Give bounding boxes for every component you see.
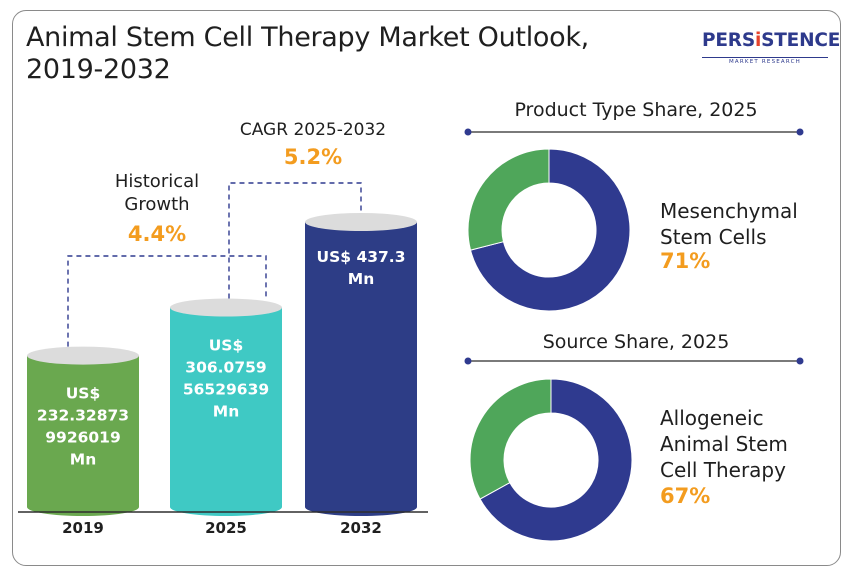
logo-wordmark: PERSiSTENCE — [702, 30, 841, 51]
bar-body-2019 — [27, 355, 139, 516]
product-type-highlight-value: 71% — [660, 249, 711, 273]
bar-body-2025 — [170, 307, 282, 516]
logo-tagline: MARKET RESEARCH — [728, 59, 802, 65]
historical-growth-label: Historical Growth — [96, 170, 218, 216]
bar-value-label-2019: US$ — [66, 385, 101, 403]
product-type-divider-dot-left — [464, 128, 472, 136]
x-tick-label-2025: 2025 — [205, 519, 247, 537]
cagr-connector — [228, 182, 362, 299]
bar-value-label-2025: 56529639 — [183, 381, 269, 399]
historical-growth-value: 4.4% — [127, 222, 187, 246]
logo-divider — [702, 57, 828, 58]
bar-chart: US$ 232.32873 9926019 Mn 2019 US$ 306.0759 5652… — [18, 213, 428, 537]
bar-value-label-2032: US$ 437.3 — [317, 248, 406, 266]
source-label-line3: Cell Therapy — [660, 458, 786, 482]
bar-value-label-2025: US$ — [209, 337, 244, 355]
source-share-title: Source Share, 2025 — [542, 331, 730, 353]
cagr-value: 5.2% — [283, 145, 343, 169]
x-tick-label-2032: 2032 — [340, 519, 382, 537]
source-highlight-label: Allogeneic Animal Stem Cell Therapy — [660, 405, 830, 483]
growth-connectors — [67, 182, 362, 347]
source-label-line2: Animal Stem — [660, 432, 788, 456]
cagr-label: CAGR 2025-2032 — [239, 120, 387, 140]
source-slice-major — [479, 378, 633, 542]
bar-2032 — [305, 213, 417, 516]
source-divider-dot-left — [464, 357, 472, 365]
bar-value-label-2025: Mn — [213, 403, 239, 421]
product-type-divider-dot-right — [796, 128, 804, 136]
product-label-line1: Mesenchymal — [660, 199, 798, 223]
product-type-title: Product Type Share, 2025 — [514, 99, 758, 121]
page-title: Animal Stem Cell Therapy Market Outlook,… — [26, 22, 589, 85]
product-type-slice-minor — [467, 148, 550, 251]
source-slice-minor — [469, 378, 552, 500]
bar-2019 — [27, 346, 139, 516]
brand-logo: PERSiSTENCE MARKET RESEARCH — [702, 30, 840, 70]
source-divider-dot-right — [796, 357, 804, 365]
bar-top-cap-2019 — [27, 346, 139, 365]
infographic-frame — [12, 10, 841, 566]
bar-top-cap-2032 — [305, 213, 417, 231]
historical-label-line2: Growth — [124, 194, 190, 215]
donut-charts — [464, 128, 804, 542]
bar-value-label-2032: Mn — [348, 270, 374, 288]
x-tick-label-2019: 2019 — [62, 519, 104, 537]
product-type-slice-major — [469, 148, 631, 312]
bar-body-2032 — [305, 222, 417, 516]
bar-top-cap-2025 — [170, 298, 282, 317]
source-highlight-value: 67% — [660, 484, 711, 508]
product-type-highlight-label: Mesenchymal Stem Cells — [660, 198, 830, 250]
bar-2025 — [170, 298, 282, 516]
bar-value-label-2025: 306.0759 — [185, 359, 266, 377]
bar-value-label-2019: 9926019 — [45, 429, 121, 447]
bar-value-label-2019: Mn — [70, 451, 96, 469]
bar-value-label-2019: 232.32873 — [37, 407, 129, 425]
historical-growth-connector — [67, 255, 267, 347]
product-label-line2: Stem Cells — [660, 225, 767, 249]
source-label-line1: Allogeneic — [660, 406, 764, 430]
historical-label-line1: Historical — [114, 171, 200, 192]
